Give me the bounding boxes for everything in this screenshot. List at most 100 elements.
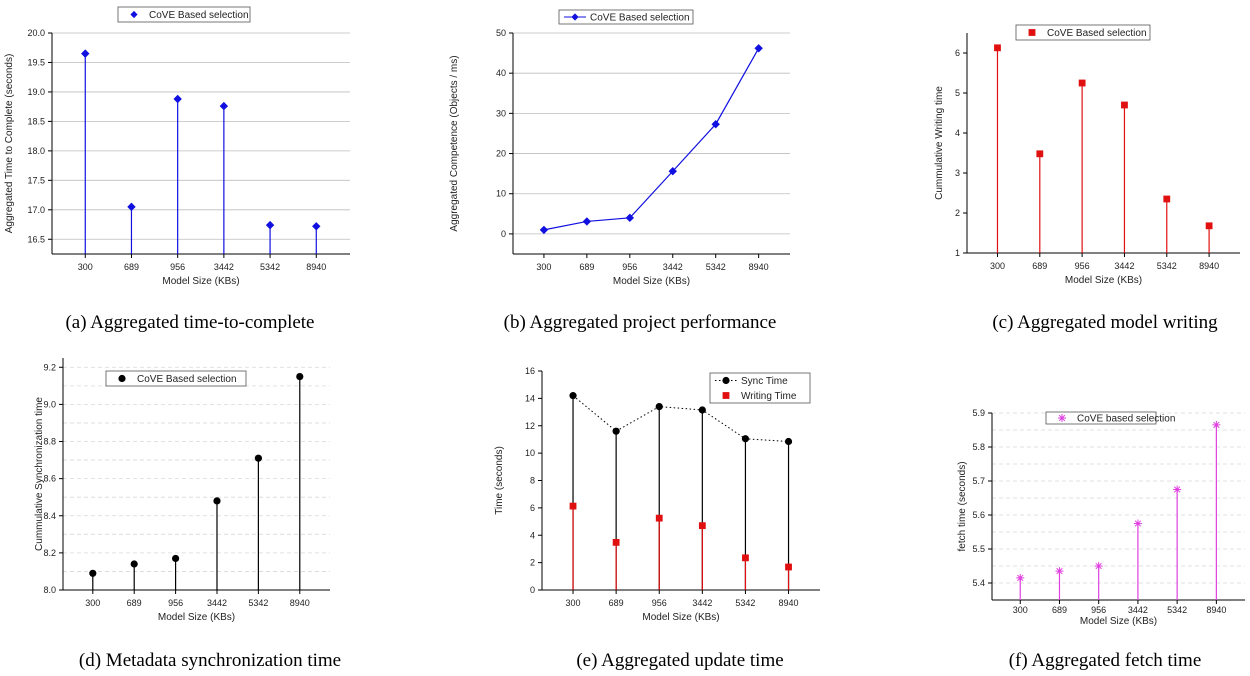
point-0-2 <box>655 402 663 411</box>
x-tick-label-2: 956 <box>170 262 185 272</box>
chart-b: 0 10 20 30 40 50 300 689 956 3442 5342 8940 Model Si… <box>449 9 790 287</box>
point-0-5 <box>784 437 793 446</box>
x-axis-label: Model Size (KBs) <box>642 612 719 623</box>
y-axis-label: fetch time (seconds) <box>957 461 968 551</box>
legend-label-1: Writing Time <box>741 391 797 402</box>
x-axis-label: Model Size (KBs) <box>1080 616 1157 627</box>
x-axis-label: Model Size (KBs) <box>613 276 690 287</box>
x-tick-label-5: 8940 <box>306 262 326 272</box>
caption-d: (d) Metadata synchronization time <box>78 650 342 671</box>
point-0-1 <box>127 202 136 212</box>
y-tick-label-6: 19.5 <box>27 57 45 67</box>
y-tick-label-0: 0 <box>501 229 506 239</box>
legend-marker-0 <box>1028 29 1036 36</box>
y-tick-label-0: 1 <box>955 248 960 258</box>
x-tick-label-4: 5342 <box>1157 261 1177 271</box>
y-tick-label-5: 6 <box>955 48 960 58</box>
x-tick-label-3: 3442 <box>207 598 227 608</box>
y-axis-label: Cummulative Writing time <box>934 86 945 200</box>
y-tick-label-5: 19.0 <box>27 87 45 97</box>
x-tick-label-0: 300 <box>85 598 100 608</box>
point-0-5 <box>1212 420 1221 429</box>
point-1-5 <box>785 563 792 571</box>
x-tick-label-1: 689 <box>1052 605 1067 615</box>
x-tick-label-4: 5342 <box>735 598 755 608</box>
x-axis-label: Model Size (KBs) <box>162 276 239 287</box>
x-tick-label-5: 8940 <box>749 262 769 272</box>
y-axis-label: Aggregated Competence (Objects / ms) <box>449 55 460 231</box>
x-tick-label-1: 689 <box>579 262 594 272</box>
point-1-4 <box>742 554 749 562</box>
legend-box <box>105 370 247 387</box>
y-tick-label-1: 8.2 <box>43 548 56 558</box>
x-tick-label-4: 5342 <box>248 598 268 608</box>
y-tick-label-1: 17.0 <box>27 205 45 215</box>
y-axis-label: Time (seconds) <box>494 446 505 515</box>
chart-d: 8.0 8.2 8.4 8.6 8.8 9.0 9.2 300 689 956 3442 5342 89… <box>34 358 330 623</box>
x-tick-label-5: 8940 <box>1206 605 1226 615</box>
x-tick-label-2: 956 <box>622 262 637 272</box>
y-tick-label-3: 4 <box>955 128 960 138</box>
legend-label-0: Sync Time <box>741 376 788 387</box>
legend-box <box>1015 24 1151 41</box>
y-tick-label-3: 5.7 <box>972 476 985 486</box>
caption-f: (f) Aggregated fetch time <box>1008 650 1202 671</box>
x-tick-label-5: 8940 <box>779 598 799 608</box>
y-tick-label-1: 2 <box>955 208 960 218</box>
legend-marker-0 <box>571 13 579 21</box>
legend-box <box>1045 411 1157 425</box>
y-tick-label-2: 17.5 <box>27 175 45 185</box>
x-tick-label-2: 956 <box>1091 605 1106 615</box>
x-tick-label-4: 5342 <box>260 262 280 272</box>
y-tick-label-3: 8.6 <box>43 474 56 484</box>
y-tick-label-4: 5.8 <box>972 442 985 452</box>
legend-marker-0 <box>722 376 730 385</box>
y-tick-label-8: 16 <box>525 366 535 376</box>
y-tick-label-6: 12 <box>525 421 535 431</box>
x-axis-label: Model Size (KBs) <box>158 612 235 623</box>
y-tick-label-6: 9.2 <box>43 362 56 372</box>
x-tick-label-2: 956 <box>168 598 183 608</box>
point-0-3 <box>213 497 221 505</box>
y-tick-label-4: 18.5 <box>27 116 45 126</box>
point-0-5 <box>1205 222 1213 230</box>
y-axis-label: Aggregated Time to Complete (seconds) <box>4 54 15 234</box>
point-1-0 <box>569 502 577 510</box>
point-0-2 <box>1094 561 1103 571</box>
x-tick-label-3: 3442 <box>1114 261 1134 271</box>
x-tick-label-3: 3442 <box>692 598 712 608</box>
chart-e: 0 2 4 6 8 10 12 14 16 300 689 956 3442 5342 8940 Model … <box>494 366 820 623</box>
point-1-3 <box>698 522 706 530</box>
y-tick-label-5: 10 <box>525 448 535 458</box>
x-tick-label-1: 689 <box>1032 261 1047 271</box>
x-tick-label-5: 8940 <box>290 598 310 608</box>
point-1-1 <box>612 538 620 546</box>
x-axis-label: Model Size (KBs) <box>1065 275 1142 286</box>
y-tick-label-5: 50 <box>496 28 506 38</box>
point-0-2 <box>173 94 182 104</box>
y-tick-label-4: 8.8 <box>43 437 56 447</box>
y-tick-label-2: 3 <box>955 168 960 178</box>
point-0-1 <box>1036 150 1044 158</box>
caption-a: (a) Aggregated time-to-complete <box>65 312 315 333</box>
point-0-4 <box>711 120 720 129</box>
point-0-1 <box>130 560 138 568</box>
point-0-2 <box>1078 79 1086 87</box>
point-0-3 <box>698 406 706 414</box>
y-tick-label-0: 8.0 <box>43 585 56 595</box>
y-tick-label-1: 2 <box>530 558 535 568</box>
y-tick-label-2: 5.6 <box>972 510 985 520</box>
legend-marker-0 <box>130 10 138 19</box>
point-0-1 <box>612 427 620 435</box>
point-0-0 <box>569 392 577 400</box>
x-tick-label-3: 3442 <box>214 262 234 272</box>
y-tick-label-4: 8 <box>530 476 535 486</box>
y-tick-label-5: 5.9 <box>972 408 985 418</box>
legend-box <box>558 9 694 25</box>
chart-f: 5.4 5.5 5.6 5.7 5.8 5.9 300 689 956 3442 5342 8940 M… <box>957 408 1245 627</box>
x-tick-label-3: 3442 <box>1128 605 1148 615</box>
y-tick-label-3: 6 <box>530 503 535 513</box>
point-0-1 <box>1055 567 1064 576</box>
legend-label-0: CoVE Based selection <box>1047 28 1147 39</box>
x-tick-label-0: 300 <box>536 262 551 272</box>
